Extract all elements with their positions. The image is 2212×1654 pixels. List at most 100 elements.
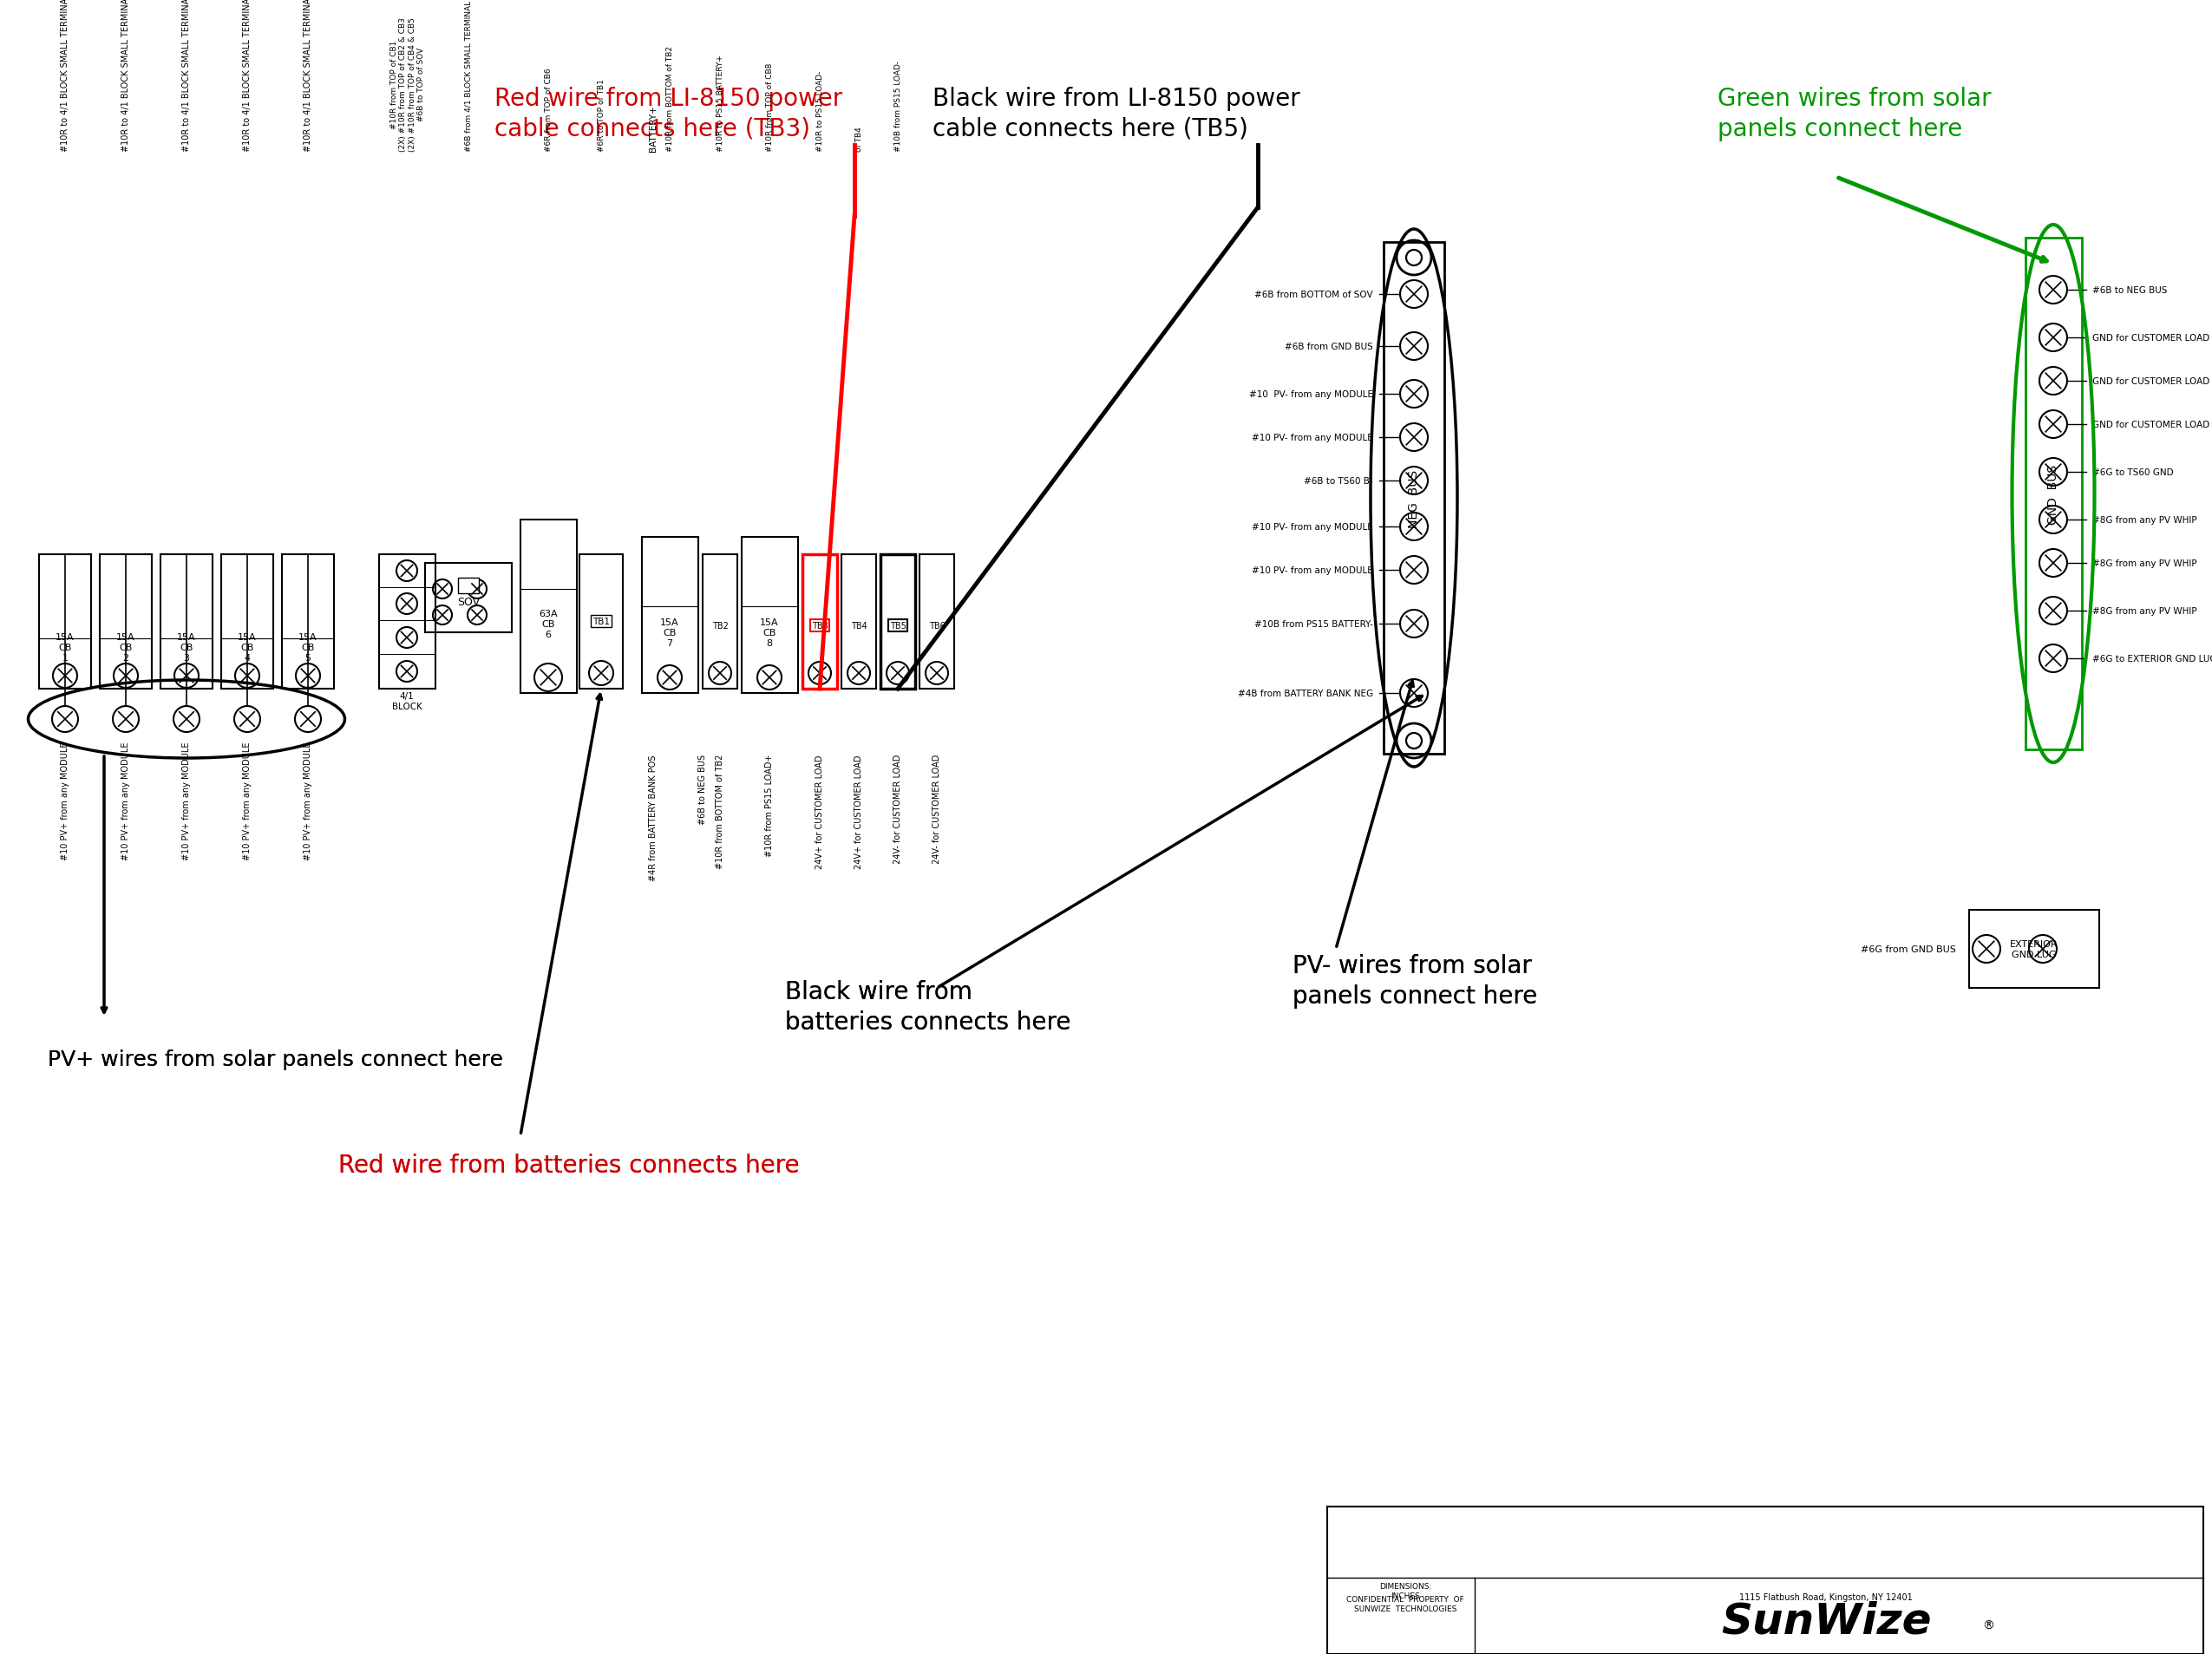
Text: 15A
CB
4: 15A CB 4 (239, 633, 257, 662)
Bar (741, 538, 799, 693)
Text: #10R to PS15 BATTERY+: #10R to PS15 BATTERY+ (717, 55, 723, 152)
Text: #10R to PS15 LOAD-: #10R to PS15 LOAD- (816, 71, 823, 152)
Text: GND  BUS: GND BUS (2046, 465, 2059, 524)
Text: #10R from PS15 LOAD+: #10R from PS15 LOAD+ (765, 754, 774, 857)
Bar (1327, 1507, 2203, 1654)
Bar (580, 554, 624, 690)
Text: #10 PV- from any MODULE: #10 PV- from any MODULE (1252, 523, 1374, 531)
Text: PV- wires from solar
panels connect here: PV- wires from solar panels connect here (1292, 954, 1537, 1007)
Text: Red wire from batteries connects here: Red wire from batteries connects here (338, 1153, 799, 1178)
Bar (458, 579, 478, 594)
Bar (2026, 238, 2081, 749)
Bar (920, 554, 953, 690)
Text: SOV: SOV (458, 597, 480, 609)
Text: #10R to 4/1 BLOCK SMALL TERMINAL: #10R to 4/1 BLOCK SMALL TERMINAL (122, 0, 131, 152)
Bar (803, 554, 836, 690)
Text: 15A
CB
2: 15A CB 2 (117, 633, 135, 662)
Text: Red wire from batteries connects here: Red wire from batteries connects here (338, 1153, 799, 1178)
Text: PV- wires from solar
panels connect here: PV- wires from solar panels connect here (1292, 954, 1537, 1007)
Text: #10R to 4/1 BLOCK SMALL TERMINAL: #10R to 4/1 BLOCK SMALL TERMINAL (243, 0, 252, 152)
Text: TB4: TB4 (852, 622, 867, 630)
Text: #6B from GND BUS: #6B from GND BUS (1285, 342, 1374, 351)
Text: 15A
CB
1: 15A CB 1 (55, 633, 75, 662)
Text: TB5: TB5 (889, 622, 907, 630)
Text: #10 PV+ from any MODULE: #10 PV+ from any MODULE (60, 741, 69, 860)
Text: #10  PV- from any MODULE: #10 PV- from any MODULE (1250, 390, 1374, 399)
Bar (221, 554, 274, 690)
Text: #10 PV+ from any MODULE: #10 PV+ from any MODULE (122, 741, 131, 860)
Bar (1382, 243, 1444, 754)
Bar (703, 554, 737, 690)
Bar (641, 538, 699, 693)
Text: #8G from any PV WHIP: #8G from any PV WHIP (2093, 516, 2197, 524)
Text: #4R from BATTERY BANK POS: #4R from BATTERY BANK POS (648, 754, 657, 880)
Bar (40, 554, 91, 690)
Text: #4B from BATTERY BANK NEG: #4B from BATTERY BANK NEG (1239, 690, 1374, 698)
Text: SunWize: SunWize (1721, 1601, 1931, 1642)
Bar (841, 554, 876, 690)
Bar (281, 554, 334, 690)
Text: #10R to 4/1 BLOCK SMALL TERMINAL: #10R to 4/1 BLOCK SMALL TERMINAL (303, 0, 312, 152)
Text: #6R from TOP of CB6: #6R from TOP of CB6 (544, 68, 553, 152)
Text: #10 PV- from any MODULE: #10 PV- from any MODULE (1252, 566, 1374, 574)
Text: of TB4: of TB4 (854, 127, 863, 152)
Text: 15A
CB
8: 15A CB 8 (761, 619, 779, 647)
Text: 63A
CB
6: 63A CB 6 (540, 610, 557, 638)
Text: #10R to 4/1 BLOCK SMALL TERMINAL: #10R to 4/1 BLOCK SMALL TERMINAL (181, 0, 190, 152)
Text: #6B to TS60 B-: #6B to TS60 B- (1305, 476, 1374, 486)
Text: #10 PV+ from any MODULE: #10 PV+ from any MODULE (181, 741, 190, 860)
Text: NEG  BUS: NEG BUS (1407, 470, 1420, 528)
Text: GND for CUSTOMER LOAD: GND for CUSTOMER LOAD (2093, 334, 2210, 342)
Bar (520, 519, 577, 693)
Bar (378, 554, 436, 690)
Bar (880, 554, 916, 690)
Text: 15A
CB
7: 15A CB 7 (661, 619, 679, 647)
Text: #10R from BOTTOM of TB2: #10R from BOTTOM of TB2 (717, 754, 723, 868)
Text: #10R from BOTTOM of TB2: #10R from BOTTOM of TB2 (666, 46, 675, 152)
Text: 24V+ for CUSTOMER LOAD: 24V+ for CUSTOMER LOAD (854, 754, 863, 868)
Text: ®: ® (1982, 1619, 1995, 1631)
Text: #10B from PS15 LOAD-: #10B from PS15 LOAD- (894, 61, 902, 152)
Bar (100, 554, 153, 690)
Text: #10 PV- from any MODULE: #10 PV- from any MODULE (1252, 433, 1374, 442)
Text: #6B to NEG BUS: #6B to NEG BUS (699, 754, 708, 824)
Text: Black wire from
batteries connects here: Black wire from batteries connects here (785, 979, 1071, 1034)
Text: 15A
CB
3: 15A CB 3 (177, 633, 197, 662)
Bar (161, 554, 212, 690)
Text: #10R from TOP of CB8: #10R from TOP of CB8 (765, 63, 774, 152)
Text: #8G from any PV WHIP: #8G from any PV WHIP (2093, 607, 2197, 615)
Text: #8G from any PV WHIP: #8G from any PV WHIP (2093, 559, 2197, 567)
Text: GND for CUSTOMER LOAD: GND for CUSTOMER LOAD (2093, 377, 2210, 385)
Text: TB6: TB6 (929, 622, 945, 630)
Text: #6G to EXTERIOR GND LUG: #6G to EXTERIOR GND LUG (2093, 655, 2212, 663)
Text: #6B to NEG BUS: #6B to NEG BUS (2093, 286, 2168, 294)
Text: 24V+ for CUSTOMER LOAD: 24V+ for CUSTOMER LOAD (816, 754, 825, 868)
Text: PV+ wires from solar panels connect here: PV+ wires from solar panels connect here (49, 1049, 502, 1070)
Text: #10B from PS15 BATTERY-: #10B from PS15 BATTERY- (1254, 620, 1374, 629)
Text: Black wire from LI-8150 power
cable connects here (TB5): Black wire from LI-8150 power cable conn… (933, 86, 1301, 141)
Text: 4/1
BLOCK: 4/1 BLOCK (392, 691, 422, 711)
Text: 24V- for CUSTOMER LOAD: 24V- for CUSTOMER LOAD (933, 754, 940, 863)
Text: 1115 Flatbush Road, Kingston, NY 12401: 1115 Flatbush Road, Kingston, NY 12401 (1739, 1593, 1913, 1601)
Text: #10R from TOP of CB1
(2X) #10R from TOP of CB2 & CB3
(2X) #10R from TOP of CB4 &: #10R from TOP of CB1 (2X) #10R from TOP … (389, 18, 425, 152)
Text: Green wires from solar
panels connect here: Green wires from solar panels connect he… (1717, 86, 1991, 141)
Text: EXTERIOR
GND LUG: EXTERIOR GND LUG (2011, 939, 2059, 959)
Text: DIMENSIONS:
INCHES: DIMENSIONS: INCHES (1378, 1583, 1431, 1599)
Bar (1969, 910, 2099, 987)
Text: #10 PV+ from any MODULE: #10 PV+ from any MODULE (303, 741, 312, 860)
Text: TB1: TB1 (593, 617, 611, 625)
Text: TB3: TB3 (812, 622, 827, 630)
Text: 15A
CB
5: 15A CB 5 (299, 633, 316, 662)
Text: #6G to TS60 GND: #6G to TS60 GND (2093, 468, 2174, 476)
Text: #6B from 4/1 BLOCK SMALL TERMINAL: #6B from 4/1 BLOCK SMALL TERMINAL (465, 0, 473, 152)
Text: #6R to TOP of TB1: #6R to TOP of TB1 (597, 79, 606, 152)
Bar (425, 564, 511, 633)
Text: TB2: TB2 (712, 622, 728, 630)
Text: BATTERY+: BATTERY+ (648, 106, 657, 152)
Text: GND for CUSTOMER LOAD: GND for CUSTOMER LOAD (2093, 420, 2210, 428)
Text: Black wire from
batteries connects here: Black wire from batteries connects here (785, 979, 1071, 1034)
Text: PV+ wires from solar panels connect here: PV+ wires from solar panels connect here (49, 1049, 502, 1070)
Text: Red wire from LI-8150 power
cable connects here (TB3): Red wire from LI-8150 power cable connec… (495, 86, 843, 141)
Text: #6B from BOTTOM of SOV: #6B from BOTTOM of SOV (1254, 291, 1374, 299)
Text: #10R to 4/1 BLOCK SMALL TERMINAL: #10R to 4/1 BLOCK SMALL TERMINAL (60, 0, 69, 152)
